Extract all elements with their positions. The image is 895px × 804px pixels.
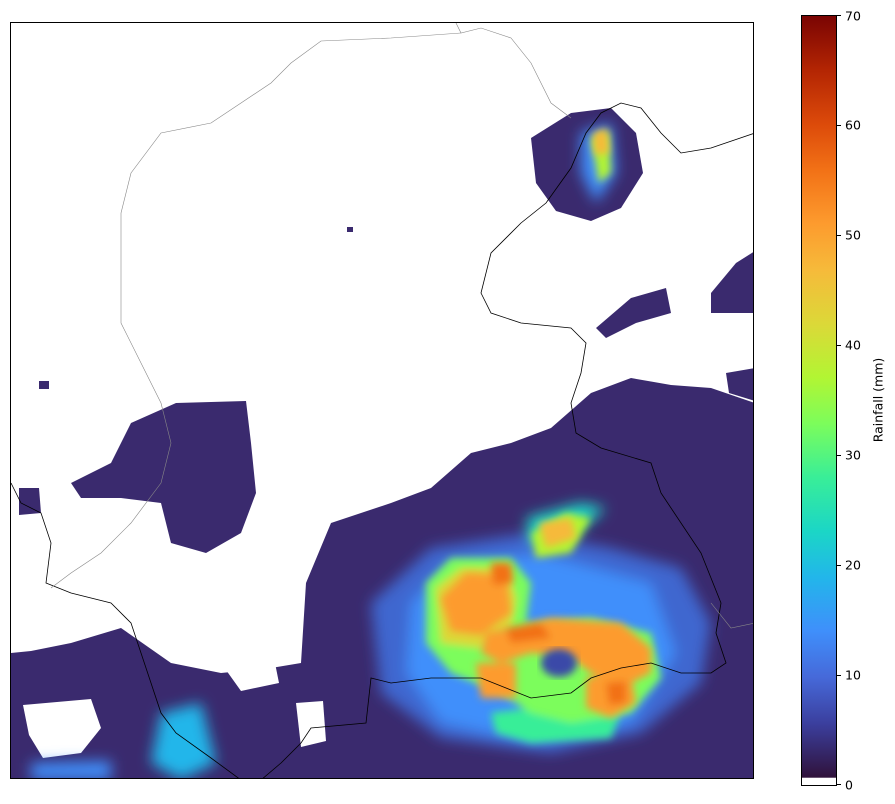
colorbar-label: Rainfall (mm) bbox=[871, 358, 886, 443]
storm-eye-area bbox=[541, 649, 577, 677]
colorbar-tick bbox=[837, 345, 841, 346]
colorbar-tick bbox=[837, 235, 841, 236]
colorbar-tick bbox=[837, 784, 841, 785]
colorbar-tick-label: 0 bbox=[845, 778, 853, 793]
colorbar-tick bbox=[837, 565, 841, 566]
colorbar-tick-label: 30 bbox=[845, 448, 861, 463]
map-canvas bbox=[11, 23, 754, 779]
colorbar-tick-label: 70 bbox=[845, 9, 861, 24]
colorbar-tick-label: 20 bbox=[845, 558, 861, 573]
colorbar-tick bbox=[837, 125, 841, 126]
colorbar-tick-label: 10 bbox=[845, 668, 861, 683]
colorbar-tick-label: 50 bbox=[845, 228, 861, 243]
colorbar-tick-label: 40 bbox=[845, 338, 861, 353]
colorbar-tick bbox=[837, 15, 841, 16]
colorbar-tick bbox=[837, 675, 841, 676]
colorbar-tick bbox=[837, 455, 841, 456]
rainfall-map bbox=[10, 22, 754, 779]
colorbar-tick-label: 60 bbox=[845, 118, 861, 133]
colorbar bbox=[801, 15, 837, 786]
